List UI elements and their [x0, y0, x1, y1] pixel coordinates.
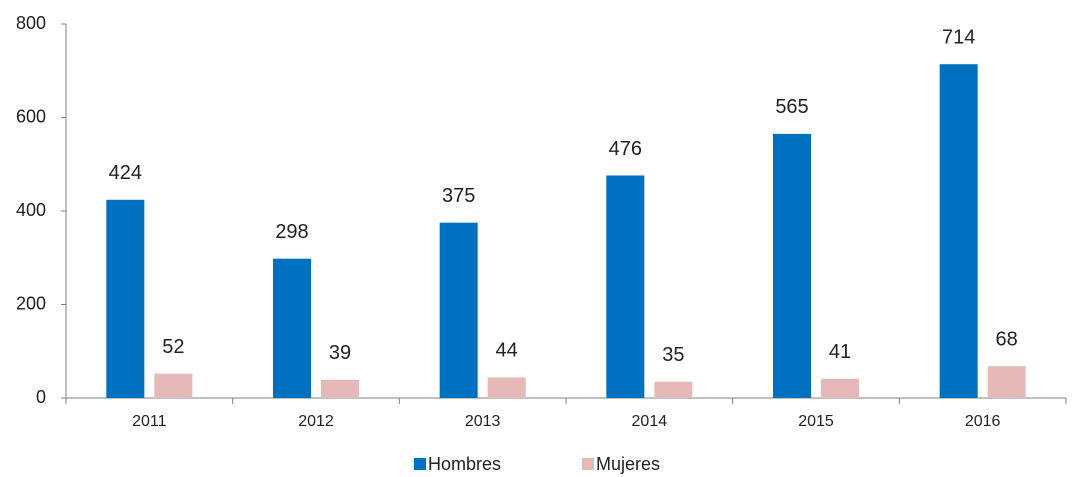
x-tick-label: 2014 [632, 413, 668, 430]
data-label: 52 [162, 336, 184, 358]
data-label: 298 [275, 221, 308, 243]
bar [654, 381, 693, 398]
data-label: 476 [609, 138, 642, 160]
y-tick-label: 0 [36, 387, 46, 407]
bar [273, 258, 311, 398]
legend-label: Mujeres [596, 454, 660, 474]
data-label: 35 [662, 344, 684, 366]
bar [154, 373, 193, 398]
bar [439, 222, 478, 398]
y-tick-label: 600 [16, 106, 46, 126]
x-tick-label: 2015 [798, 413, 834, 430]
y-tick-label: 200 [16, 293, 46, 313]
bar [487, 377, 526, 398]
y-tick-label: 400 [16, 200, 46, 220]
data-label: 424 [109, 162, 142, 184]
bar [821, 378, 859, 398]
data-label: 44 [496, 340, 518, 362]
x-tick-label: 2013 [465, 413, 501, 430]
legend-swatch [582, 458, 594, 470]
data-label: 68 [996, 328, 1018, 350]
x-tick-label: 2016 [965, 413, 1001, 430]
legend-label: Hombres [428, 454, 501, 474]
data-label: 565 [775, 96, 808, 118]
bar [939, 64, 978, 398]
bar [773, 133, 811, 399]
y-tick-label: 800 [16, 13, 46, 33]
bar [321, 379, 359, 398]
data-label: 714 [942, 26, 975, 48]
x-tick-label: 2011 [132, 413, 167, 430]
legend-swatch [414, 458, 426, 470]
bar [987, 366, 1026, 398]
data-label: 41 [829, 341, 851, 363]
data-label: 375 [442, 185, 475, 207]
bar [106, 199, 145, 398]
data-label: 39 [329, 342, 351, 364]
x-tick-label: 2012 [298, 413, 334, 430]
bar [606, 175, 645, 398]
